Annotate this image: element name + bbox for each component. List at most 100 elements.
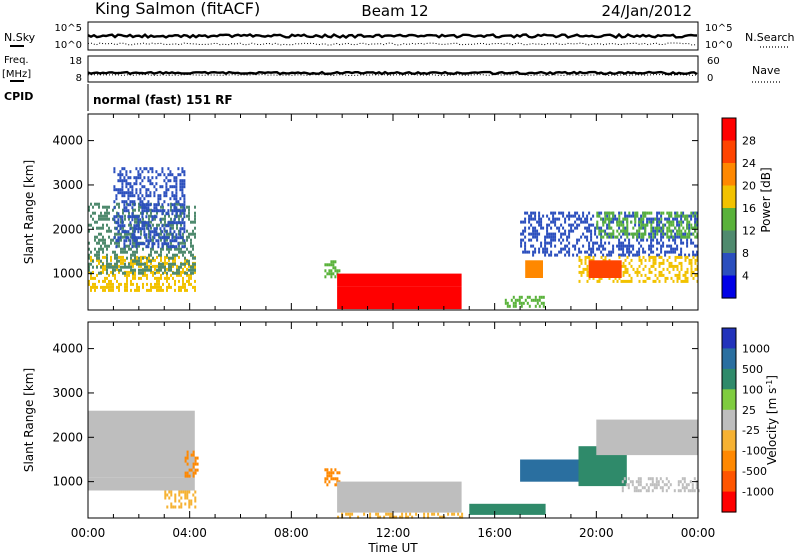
data-cell (686, 220, 689, 224)
data-cell (592, 247, 595, 251)
data-cell (676, 276, 679, 280)
data-cell (137, 173, 140, 177)
data-cell (140, 205, 142, 209)
data-cell (654, 255, 657, 259)
data-cell (670, 276, 673, 280)
data-cell (177, 200, 180, 204)
data-cell (385, 512, 388, 516)
data-cell (644, 226, 647, 230)
data-cell (582, 267, 585, 271)
data-cell (118, 232, 120, 236)
data-cell (171, 233, 174, 237)
data-cell (104, 211, 106, 215)
data-cell (123, 200, 126, 204)
freq-panel-frame (87, 55, 699, 83)
data-region (88, 477, 195, 491)
data-cell (667, 486, 670, 490)
colorbar-tick-label: 25 (742, 404, 756, 417)
data-cell (133, 200, 136, 204)
data-cell (104, 255, 106, 259)
data-cell (696, 217, 699, 221)
data-cell (152, 235, 154, 239)
data-cell (628, 261, 631, 265)
data-cell (192, 465, 195, 469)
data-cell (674, 214, 677, 218)
data-cell (130, 232, 132, 236)
data-cell (141, 212, 144, 216)
data-cell (149, 191, 152, 195)
data-cell (157, 245, 160, 249)
data-cell (688, 261, 691, 265)
data-cell (119, 176, 122, 180)
data-cell (162, 288, 164, 292)
data-cell (121, 182, 124, 186)
data-cell (598, 276, 601, 280)
data-cell (608, 214, 611, 218)
data-cell (556, 226, 559, 230)
data-cell (620, 223, 623, 227)
data-cell (132, 226, 134, 230)
data-cell (98, 214, 100, 218)
data-cell (676, 273, 679, 277)
data-cell (153, 215, 156, 219)
data-cell (681, 483, 684, 487)
data-cell (121, 179, 124, 183)
data-cell (586, 214, 589, 218)
data-cell (142, 256, 144, 260)
data-cell (578, 217, 581, 221)
data-cell (169, 185, 172, 189)
data-cell (174, 496, 177, 500)
data-cell (146, 258, 148, 262)
data-cell (170, 223, 172, 227)
data-cell (115, 239, 118, 243)
data-cell (642, 267, 645, 271)
data-cell (674, 238, 677, 242)
data-cell (524, 250, 527, 254)
data-cell (108, 285, 110, 289)
data-cell (173, 206, 176, 210)
data-cell (146, 276, 148, 280)
data-cell (119, 170, 122, 174)
data-cell (136, 282, 138, 286)
data-cell (694, 226, 697, 230)
data-cell (137, 236, 140, 240)
data-cell (164, 261, 166, 265)
data-cell (626, 214, 629, 218)
colorbar-segment (722, 163, 736, 187)
data-cell (102, 288, 104, 292)
data-cell (686, 267, 689, 271)
data-cell (170, 273, 172, 277)
data-cell (161, 212, 164, 216)
data-cell (115, 221, 118, 225)
colorbar-segment (722, 118, 736, 142)
data-cell (632, 267, 635, 271)
data-cell (648, 270, 651, 274)
data-cell (135, 224, 138, 228)
data-cell (688, 214, 691, 218)
data-cell (574, 226, 577, 230)
data-cell (155, 227, 158, 231)
data-cell (175, 215, 178, 219)
data-cell (108, 244, 110, 248)
data-cell (158, 270, 160, 274)
data-cell (633, 486, 636, 490)
data-cell (184, 502, 187, 506)
data-cell (104, 238, 106, 242)
data-cell (115, 188, 118, 192)
data-cell (620, 241, 623, 245)
data-cell (634, 214, 637, 218)
data-cell (94, 238, 96, 242)
data-cell (121, 230, 124, 234)
data-cell (142, 282, 144, 286)
data-cell (178, 490, 181, 494)
data-cell (528, 217, 531, 221)
data-cell (672, 267, 675, 271)
data-cell (580, 258, 583, 262)
data-cell (534, 226, 537, 230)
data-cell (142, 262, 144, 266)
data-cell (516, 298, 519, 302)
data-cell (652, 229, 655, 233)
data-cell (658, 211, 661, 215)
data-cell (161, 185, 164, 189)
